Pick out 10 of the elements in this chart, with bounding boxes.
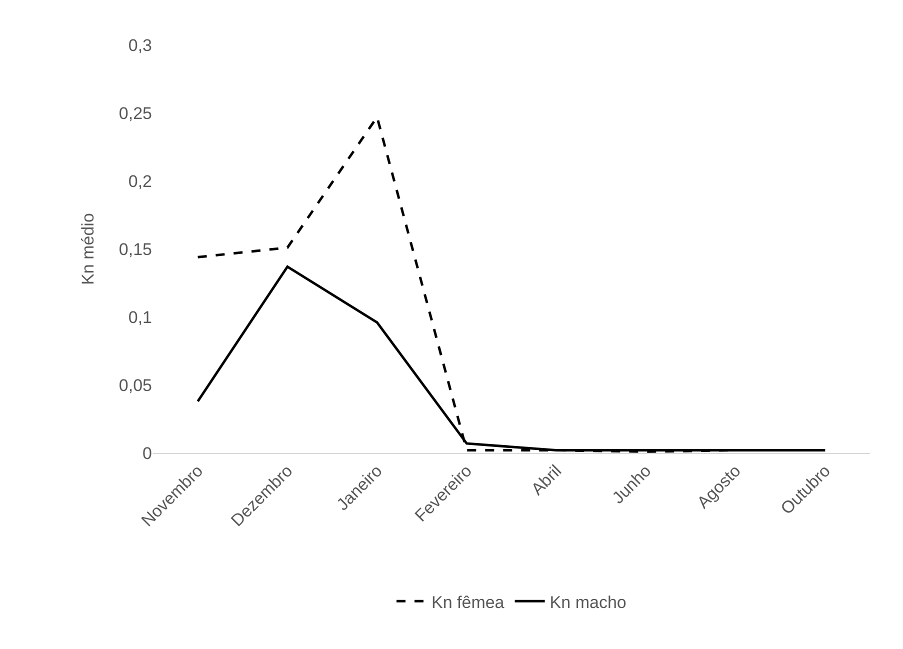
y-tick-label: 0,2: [128, 172, 152, 191]
legend-label: Kn fêmea: [432, 592, 505, 612]
y-tick-label: 0,25: [118, 104, 152, 123]
legend-label: Kn macho: [550, 592, 626, 612]
y-axis-title: Kn médio: [78, 213, 98, 285]
y-tick-label: 0,15: [118, 240, 152, 259]
y-tick-label: 0: [142, 444, 152, 463]
y-tick-label: 0,1: [128, 308, 152, 327]
y-tick-label: 0,05: [118, 376, 152, 395]
y-tick-label: 0,3: [128, 36, 152, 55]
